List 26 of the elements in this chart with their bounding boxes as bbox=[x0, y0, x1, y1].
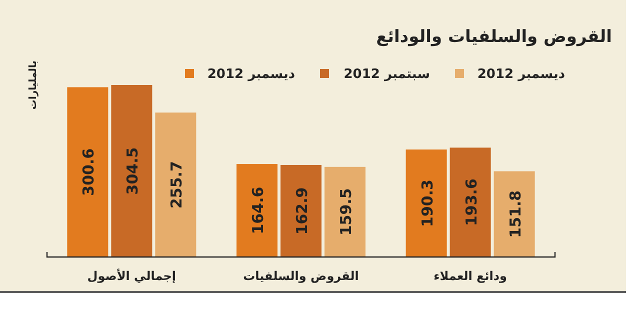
x-tick-label: القروض والسلفيات bbox=[243, 269, 359, 283]
x-tick-label: إجمالي الأصول bbox=[87, 268, 176, 283]
data-label: 193.6 bbox=[462, 178, 480, 226]
bar bbox=[324, 166, 366, 257]
legend-label: سبتمبر 2012 bbox=[344, 67, 430, 82]
data-label: 255.7 bbox=[168, 161, 186, 209]
legend-label: ديسمبر 2012 bbox=[477, 67, 566, 82]
y-axis-title: بالمليارات bbox=[28, 60, 39, 110]
bar bbox=[67, 87, 108, 257]
data-label: 159.5 bbox=[337, 188, 355, 236]
legend-label: ديسمبر 2012 bbox=[207, 67, 296, 82]
bar bbox=[280, 164, 322, 257]
bar bbox=[155, 112, 196, 257]
data-label: 164.6 bbox=[249, 186, 267, 234]
bar bbox=[406, 150, 447, 257]
data-label: 151.8 bbox=[506, 190, 524, 238]
data-label: 300.6 bbox=[80, 148, 98, 196]
bar bbox=[494, 171, 535, 257]
data-label: 162.9 bbox=[293, 187, 311, 235]
bar bbox=[450, 148, 491, 257]
chart-title: القروض والسلفيات والودائع bbox=[376, 27, 612, 47]
data-label: 190.3 bbox=[418, 180, 436, 227]
bar bbox=[236, 164, 278, 257]
x-tick-label: ودائع العملاء bbox=[434, 269, 507, 283]
data-label: 304.5 bbox=[124, 147, 142, 195]
bar bbox=[111, 85, 152, 257]
